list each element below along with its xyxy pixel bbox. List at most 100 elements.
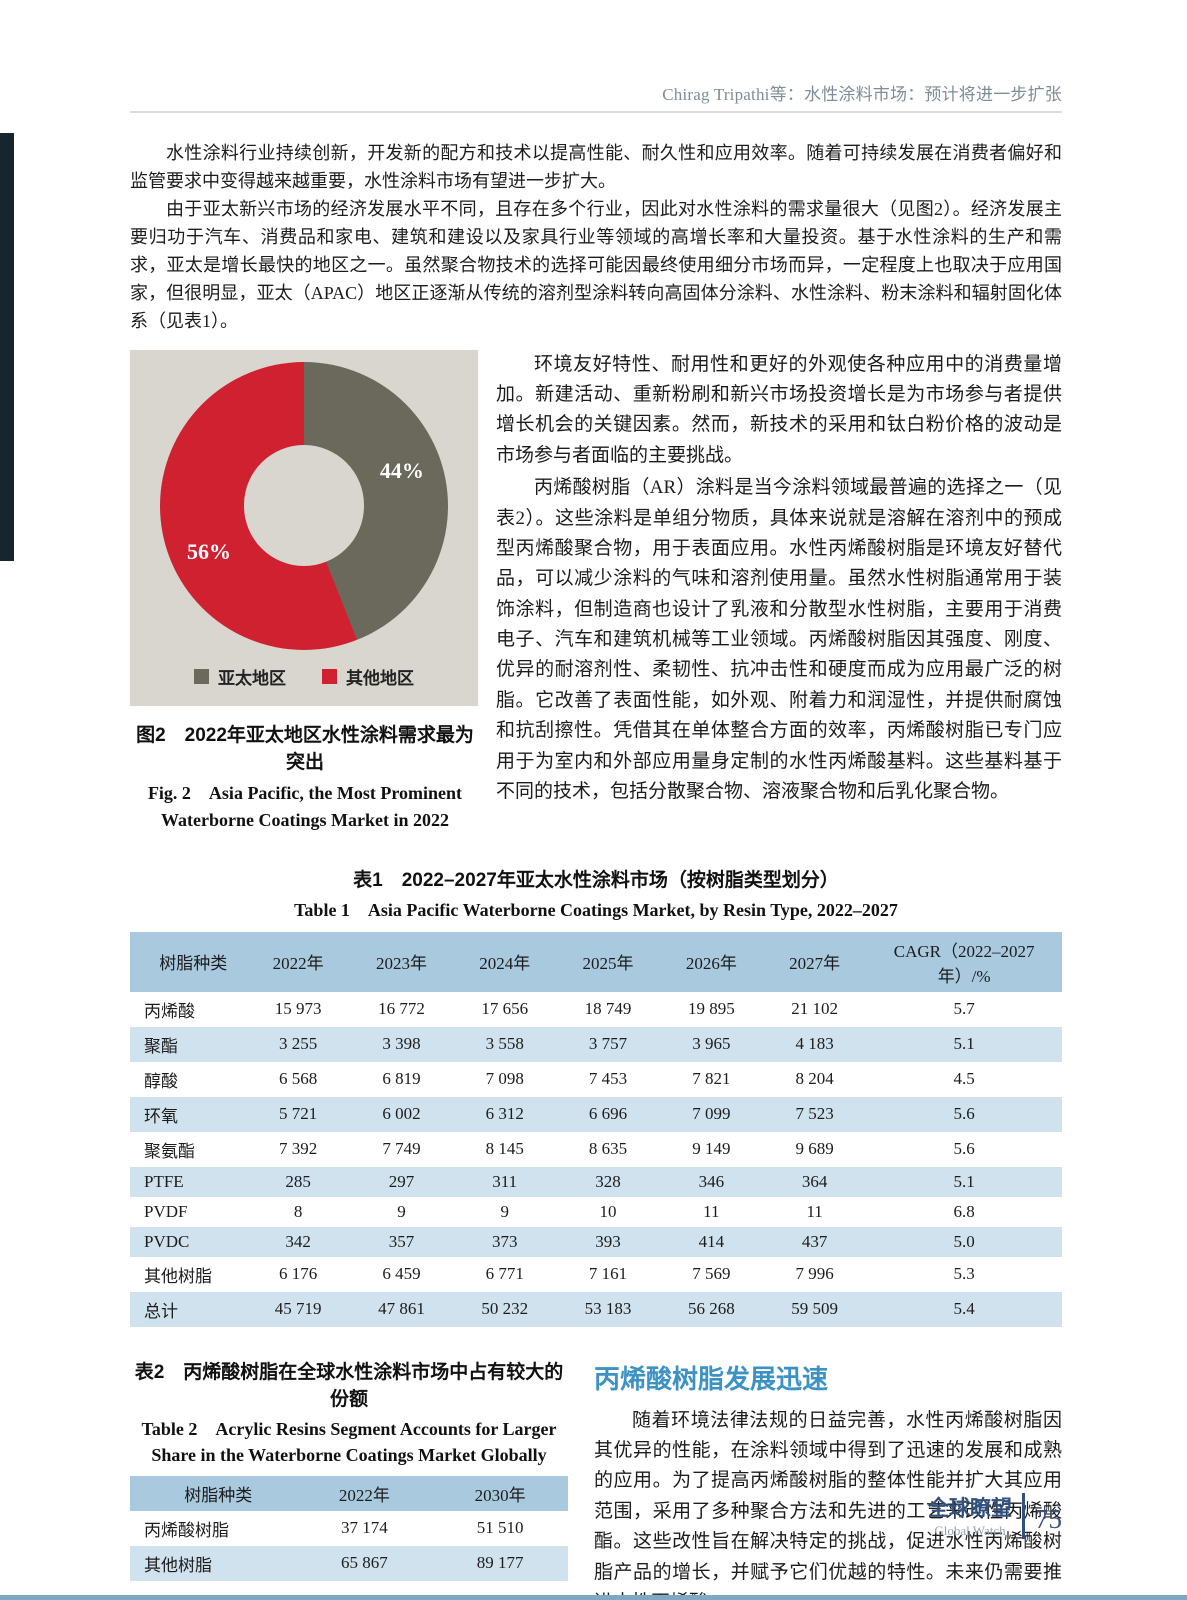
table1-title-en: Table 1 Asia Pacific Waterborne Coatings… [294,899,898,920]
row-label: 其他树脂 [144,1266,212,1286]
table-row: 丙烯酸树脂 37 174 51 510 [130,1511,568,1546]
cell-value: 50 232 [481,1299,529,1319]
cell-value: 18 749 [584,999,632,1019]
cell-value: 297 [388,1171,415,1191]
table2-caption-zh: 表2 丙烯酸树脂在全球水性涂料市场中占有较大的份额 [134,1361,564,1410]
cell-value: 6 459 [382,1264,421,1284]
table-row: 总计 45 719 47 861 50 232 53 183 56 268 59 509 5.… [130,1291,1062,1327]
cell-value: 8 [293,1201,303,1221]
cell-value: 89 177 [476,1553,524,1573]
page-number: 75 [1035,1504,1062,1534]
cell-value: 6 819 [382,1069,421,1089]
footer-divider-bar [1022,1492,1025,1539]
cell-value: 7 453 [588,1069,628,1089]
cell-value: 37 174 [340,1518,388,1538]
legend-item: 其他地区 [322,664,414,689]
donut-chart: 44% 56% [160,361,448,650]
table-row: 聚氨酯 7 392 7 749 8 145 8 635 9 149 9 689 5.6 [130,1132,1062,1167]
figure2-column: 44% 56% 亚太地区 其他地区 图2 2022年亚太地区水性涂料需求最为突出 … [130,349,480,831]
cell-value: 7 523 [795,1104,834,1124]
table-row: PTFE 285 297 311 328 346 364 5.1 [130,1166,1062,1197]
donut-slice-label-apac: 44% [379,457,424,483]
resin-type-table: 树脂种类 2022年 2023年 2024年 2025年 2026年 2027年 CAGR（2… [130,931,1062,1327]
cell-value: 285 [285,1171,311,1191]
cell-value: 21 102 [791,999,838,1019]
row-label: 环氧 [144,1106,178,1126]
cell-value: 5.4 [953,1299,975,1319]
table2-header-row: 树脂种类 2022年 2030年 [130,1475,568,1511]
legend-item: 亚太地区 [194,664,286,689]
table2-column: 表2 丙烯酸树脂在全球水性涂料市场中占有较大的份额 Table 2 Acryli… [130,1357,568,1600]
acrylic-share-table: 树脂种类 2022年 2030年 丙烯酸树脂 37 174 51 510 其他树脂 65 8… [130,1475,568,1581]
cell-value: 5.0 [953,1231,975,1251]
column-header: 2027年 [762,931,867,992]
cell-value: 364 [801,1171,828,1191]
cell-value: 11 [703,1201,720,1221]
table-row: 其他树脂 6 176 6 459 6 771 7 161 7 569 7 996 5.3 [130,1257,1062,1292]
cell-value: 437 [801,1231,828,1251]
right-text-column: 环境友好特性、耐用性和更好的外观使各种应用中的消费量增加。新建活动、重新粉刷和新… [496,350,1062,831]
cell-value: 56 268 [687,1299,735,1319]
cell-value: 16 772 [378,999,425,1019]
cell-value: 11 [806,1201,823,1221]
figure2-caption: 图2 2022年亚太地区水性涂料需求最为突出 Fig. 2 Asia Pacif… [130,720,480,831]
cell-value: 5.6 [953,1139,975,1159]
column-header: 树脂种类 [130,1475,297,1511]
cell-value: 7 098 [485,1069,524,1089]
table-row: PVDF 8 9 9 10 11 11 6.8 [130,1197,1062,1227]
row-label: 总计 [144,1301,178,1321]
cell-value: 5 721 [279,1104,318,1124]
donut-slice-label-others: 56% [186,538,231,564]
legend-swatch-icon [194,668,209,684]
cell-value: 65 867 [340,1553,388,1573]
journal-brand: 全球瞭望 Global Watch [928,1492,1012,1539]
column-header: 2024年 [453,931,557,992]
row-label: 聚酯 [144,1036,178,1056]
cell-value: 6 002 [382,1104,421,1124]
cell-value: 8 145 [485,1139,524,1159]
figure2-chart-panel: 44% 56% 亚太地区 其他地区 [130,349,478,706]
table-row: 丙烯酸 15 973 16 772 17 656 18 749 19 895 21 102 5… [130,992,1062,1027]
running-header: Chirag Tripathi等：水性涂料市场：预计将进一步扩张 [662,85,1062,104]
cell-value: 311 [492,1171,518,1191]
cell-value: 7 996 [795,1264,834,1284]
cell-value: 9 [500,1201,509,1221]
cell-value: 6 176 [279,1264,318,1284]
cell-value: 7 392 [279,1139,318,1159]
legend-label: 亚太地区 [218,668,286,688]
cell-value: 3 558 [485,1034,524,1054]
figure2-caption-zh: 图2 2022年亚太地区水性涂料需求最为突出 [136,724,474,773]
row-label: PVDC [144,1231,190,1251]
cell-value: 3 398 [382,1034,421,1054]
intro-paragraph-1: 水性涂料行业持续创新，开发新的配方和技术以提高性能、耐久性和应用效率。随着可持续… [130,143,1062,192]
row-label: 丙烯酸树脂 [144,1520,229,1540]
row-label: 醇酸 [144,1071,178,1091]
column-header: 2025年 [556,931,660,992]
figure2-caption-en-line2: Waterborne Coatings Market in 2022 [161,809,449,830]
column-header: 2026年 [659,931,763,992]
page-footer: 全球瞭望 Global Watch 75 [928,1492,1062,1539]
table2-caption-en-line1: Table 2 Acrylic Resins Segment Accounts … [141,1418,557,1439]
cell-value: 6 771 [485,1264,524,1284]
cell-value: 5.6 [953,1104,975,1124]
cell-value: 5.7 [953,999,975,1019]
cell-value: 6 312 [485,1104,524,1124]
cell-value: 3 757 [588,1034,628,1054]
header-divider [130,111,1062,113]
cell-value: 6 696 [588,1104,628,1124]
cell-value: 9 149 [692,1139,731,1159]
cell-value: 15 973 [274,999,322,1019]
chart-legend: 亚太地区 其他地区 [130,664,478,689]
cell-value: 6 568 [279,1069,318,1089]
body-paragraph-3: 环境友好特性、耐用性和更好的外观使各种应用中的消费量增加。新建活动、重新粉刷和新… [496,353,1062,466]
table1-block: 表1 2022–2027年亚太水性涂料市场（按树脂类型划分） Table 1 A… [130,865,1062,1327]
section-heading: 丙烯酸树脂发展迅速 [594,1363,829,1394]
table-row: 聚酯 3 255 3 398 3 558 3 757 3 965 4 183 5.1 [130,1026,1062,1062]
table2-caption-en-line2: Share in the Waterborne Coatings Market … [151,1444,547,1465]
cell-value: 47 861 [378,1299,425,1319]
table1-title-zh: 表1 2022–2027年亚太水性涂料市场（按树脂类型划分） [353,869,839,891]
row-label: 丙烯酸 [144,1001,195,1021]
cell-value: 4 183 [795,1034,834,1054]
page-content: Chirag Tripathi等：水性涂料市场：预计将进一步扩张 水性涂料行业持… [130,0,1062,1600]
